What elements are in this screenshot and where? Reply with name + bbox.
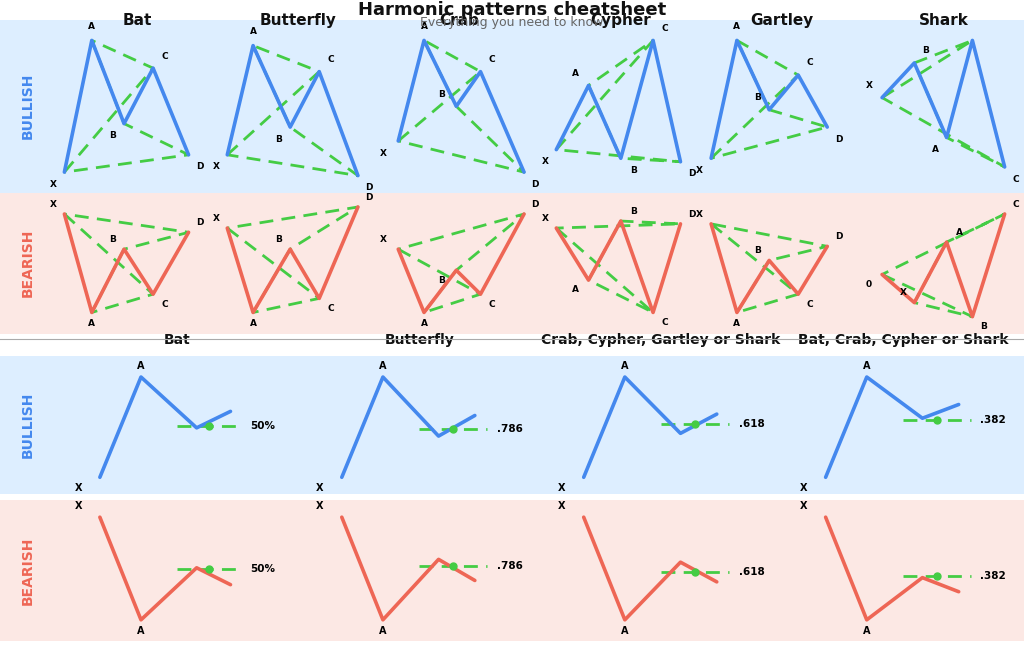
- Text: A: A: [379, 626, 387, 636]
- Text: X: X: [800, 501, 808, 511]
- Text: D: D: [531, 199, 539, 209]
- Text: 50%: 50%: [250, 564, 274, 574]
- Text: Crab, Cypher, Gartley or Shark: Crab, Cypher, Gartley or Shark: [542, 333, 780, 347]
- Text: D: D: [835, 135, 843, 144]
- Text: X: X: [316, 483, 324, 493]
- Text: A: A: [572, 285, 580, 294]
- Text: X: X: [542, 214, 549, 223]
- Text: A: A: [622, 626, 629, 636]
- Text: C: C: [662, 318, 668, 327]
- Text: A: A: [733, 319, 740, 328]
- Text: B: B: [630, 207, 637, 216]
- Text: 0: 0: [866, 280, 872, 289]
- Text: A: A: [932, 145, 939, 154]
- Text: A: A: [250, 319, 257, 328]
- Text: X: X: [75, 483, 82, 493]
- Text: BULLISH: BULLISH: [22, 392, 35, 458]
- Text: A: A: [250, 27, 257, 36]
- Text: C: C: [161, 52, 168, 61]
- Text: 50%: 50%: [250, 421, 274, 432]
- Text: Crab: Crab: [439, 13, 479, 28]
- Text: Butterfly: Butterfly: [260, 13, 337, 28]
- Text: Bat: Bat: [122, 13, 152, 28]
- Text: X: X: [380, 148, 387, 158]
- Text: B: B: [438, 275, 445, 284]
- Text: A: A: [88, 319, 95, 328]
- Text: C: C: [328, 55, 334, 64]
- Text: X: X: [558, 501, 565, 511]
- Text: X: X: [213, 162, 219, 171]
- Text: C: C: [1013, 199, 1019, 209]
- Text: A: A: [137, 626, 144, 636]
- Text: X: X: [696, 209, 703, 218]
- Text: B: B: [755, 93, 761, 102]
- Text: X: X: [899, 288, 906, 298]
- Text: X: X: [380, 235, 387, 244]
- Text: Bat, Crab, Cypher or Shark: Bat, Crab, Cypher or Shark: [798, 333, 1009, 347]
- Text: B: B: [438, 90, 445, 99]
- Text: A: A: [863, 626, 870, 636]
- Text: B: B: [275, 235, 283, 244]
- Text: A: A: [572, 69, 580, 78]
- Text: A: A: [421, 319, 428, 328]
- Text: X: X: [49, 199, 56, 209]
- Text: X: X: [75, 501, 82, 511]
- Text: C: C: [662, 24, 668, 33]
- Text: Harmonic patterns cheatsheet: Harmonic patterns cheatsheet: [357, 1, 667, 20]
- Text: C: C: [161, 300, 168, 309]
- Text: D: D: [197, 218, 204, 227]
- Text: A: A: [137, 361, 144, 371]
- Text: C: C: [328, 303, 334, 313]
- Text: A: A: [863, 361, 870, 371]
- Text: .786: .786: [497, 424, 522, 434]
- Text: .382: .382: [980, 415, 1007, 424]
- Text: A: A: [88, 22, 95, 31]
- Text: D: D: [688, 169, 695, 179]
- Text: B: B: [755, 246, 761, 255]
- Text: .618: .618: [738, 567, 764, 577]
- Text: Everything you need to know: Everything you need to know: [420, 16, 604, 29]
- Text: X: X: [316, 501, 324, 511]
- Text: D: D: [531, 180, 539, 189]
- Text: X: X: [865, 81, 872, 90]
- Text: C: C: [488, 300, 495, 309]
- Text: Cypher: Cypher: [591, 13, 651, 28]
- Text: X: X: [696, 166, 703, 175]
- Text: X: X: [213, 214, 219, 223]
- Text: C: C: [488, 55, 495, 64]
- Text: Bat: Bat: [164, 333, 190, 347]
- Text: B: B: [110, 131, 116, 140]
- Text: B: B: [980, 322, 987, 331]
- Text: A: A: [379, 361, 387, 371]
- Text: A: A: [421, 22, 428, 31]
- Text: A: A: [733, 22, 740, 31]
- Text: A: A: [956, 228, 963, 237]
- Text: Butterfly: Butterfly: [384, 333, 454, 347]
- Text: C: C: [806, 300, 813, 309]
- Text: .618: .618: [738, 419, 764, 429]
- Text: D: D: [688, 209, 695, 218]
- Text: Shark: Shark: [919, 13, 969, 28]
- Text: B: B: [275, 135, 283, 144]
- Text: D: D: [366, 183, 373, 192]
- Text: .382: .382: [980, 571, 1007, 581]
- Text: .786: .786: [497, 561, 522, 572]
- Text: BEARISH: BEARISH: [22, 229, 35, 298]
- Text: B: B: [923, 46, 929, 56]
- Text: Gartley: Gartley: [751, 13, 814, 28]
- Text: BULLISH: BULLISH: [22, 73, 35, 139]
- Text: D: D: [835, 232, 843, 241]
- Text: X: X: [542, 157, 549, 166]
- Text: X: X: [49, 180, 56, 189]
- Text: D: D: [197, 162, 204, 171]
- Text: D: D: [366, 193, 373, 201]
- Text: BEARISH: BEARISH: [22, 536, 35, 605]
- Text: X: X: [800, 483, 808, 493]
- Text: C: C: [1013, 175, 1019, 184]
- Text: X: X: [558, 483, 565, 493]
- Text: C: C: [806, 58, 813, 67]
- Text: A: A: [622, 361, 629, 371]
- Text: B: B: [110, 235, 116, 244]
- Text: B: B: [630, 166, 637, 175]
